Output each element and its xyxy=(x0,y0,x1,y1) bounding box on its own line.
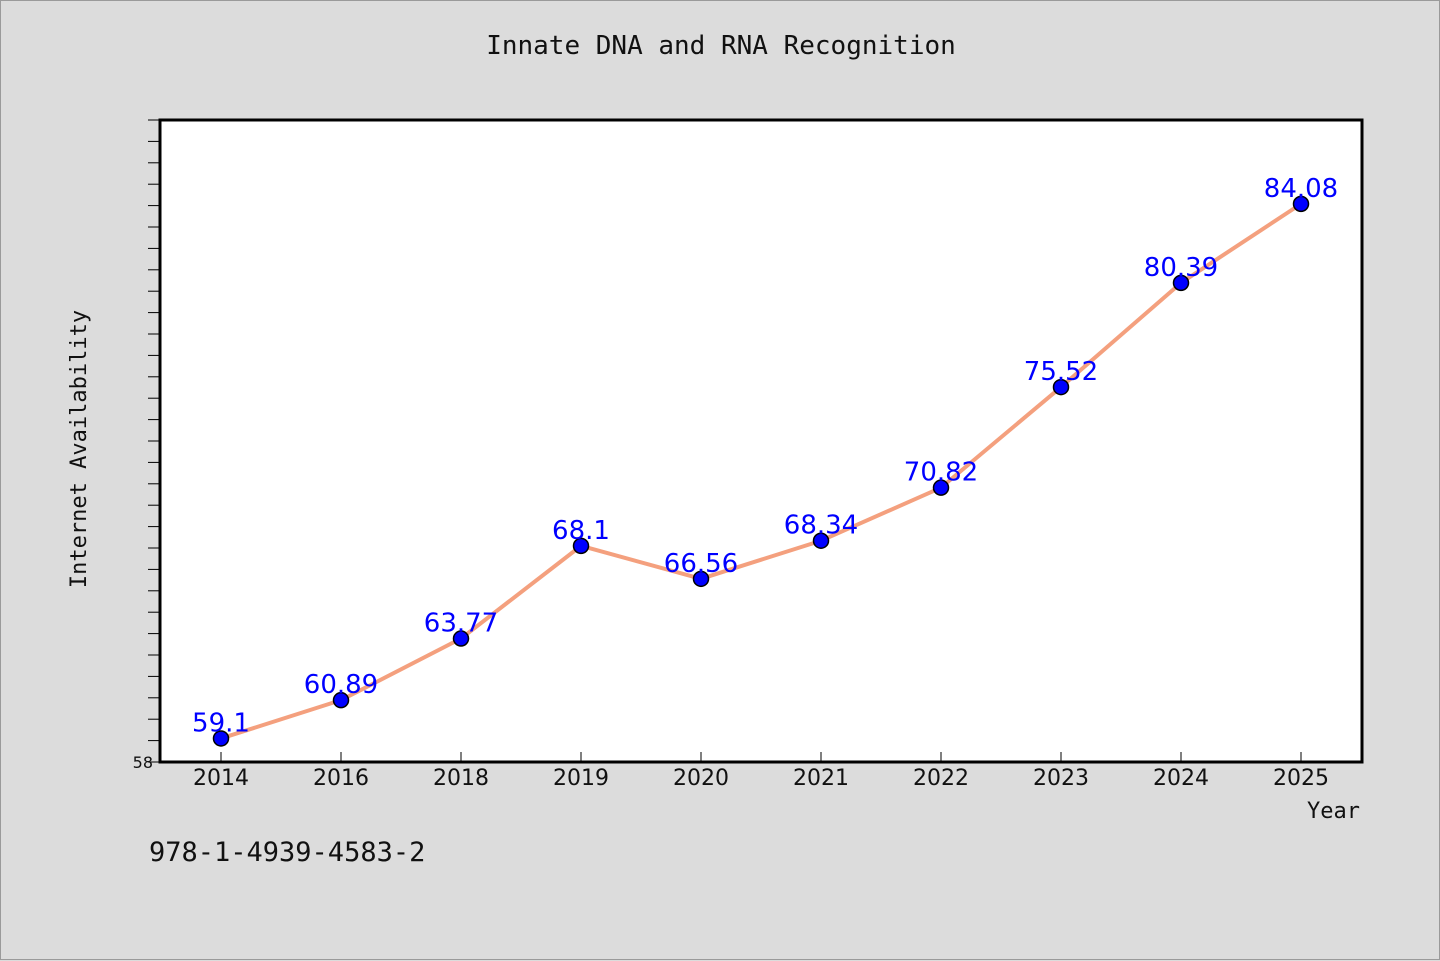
data-label: 66.56 xyxy=(664,549,738,579)
data-label: 63.77 xyxy=(424,609,498,639)
data-point xyxy=(212,730,230,747)
series-line xyxy=(220,202,1303,741)
data-label: 59.1 xyxy=(192,708,250,738)
data-point xyxy=(572,537,590,555)
y-axis-label: Internet Availability xyxy=(67,310,92,588)
y-axis-ticks: 58 xyxy=(133,119,160,772)
data-label: 60.89 xyxy=(304,670,378,700)
x-tick-label: 2019 xyxy=(553,766,609,791)
series-group xyxy=(212,195,1310,747)
data-label: 68.1 xyxy=(552,516,610,546)
x-tick-label: 2024 xyxy=(1153,766,1209,791)
plot-area xyxy=(158,118,1364,764)
data-label: 68.34 xyxy=(784,511,858,541)
data-point xyxy=(812,532,830,549)
x-tick-label: 2023 xyxy=(1033,766,1089,791)
data-label: 84.08 xyxy=(1264,174,1338,204)
data-labels: 59.1 60.89 63.77 68.1 66.56 68.34 70.82 75.52 80… xyxy=(192,174,1338,739)
x-tick-label: 2016 xyxy=(313,766,369,791)
x-tick-label: 2021 xyxy=(793,766,849,791)
data-point xyxy=(932,479,950,496)
x-tick-label: 2022 xyxy=(913,766,969,791)
data-point xyxy=(1052,378,1070,396)
x-tick-label: 2014 xyxy=(193,766,249,791)
x-tick-label: 2018 xyxy=(433,766,489,791)
data-point xyxy=(1292,195,1310,213)
data-point xyxy=(692,570,710,588)
data-label: 70.82 xyxy=(904,458,978,488)
x-tick-label: 2025 xyxy=(1273,766,1329,791)
data-point xyxy=(1172,274,1190,292)
x-axis-ticks: 2014 2016 2018 2019 2020 2021 2022 2023 2024 2025 xyxy=(193,752,1329,791)
data-label: 80.39 xyxy=(1144,253,1218,283)
data-point xyxy=(452,630,470,647)
x-axis-label: Year xyxy=(1307,799,1360,824)
chart-title: Innate DNA and RNA Recognition xyxy=(486,31,956,61)
y-tick-label: 58 xyxy=(133,753,153,772)
x-tick-label: 2020 xyxy=(673,766,729,791)
data-point xyxy=(332,691,350,709)
data-label: 75.52 xyxy=(1024,357,1098,387)
isbn-text: 978-1-4939-4583-2 xyxy=(149,837,426,868)
